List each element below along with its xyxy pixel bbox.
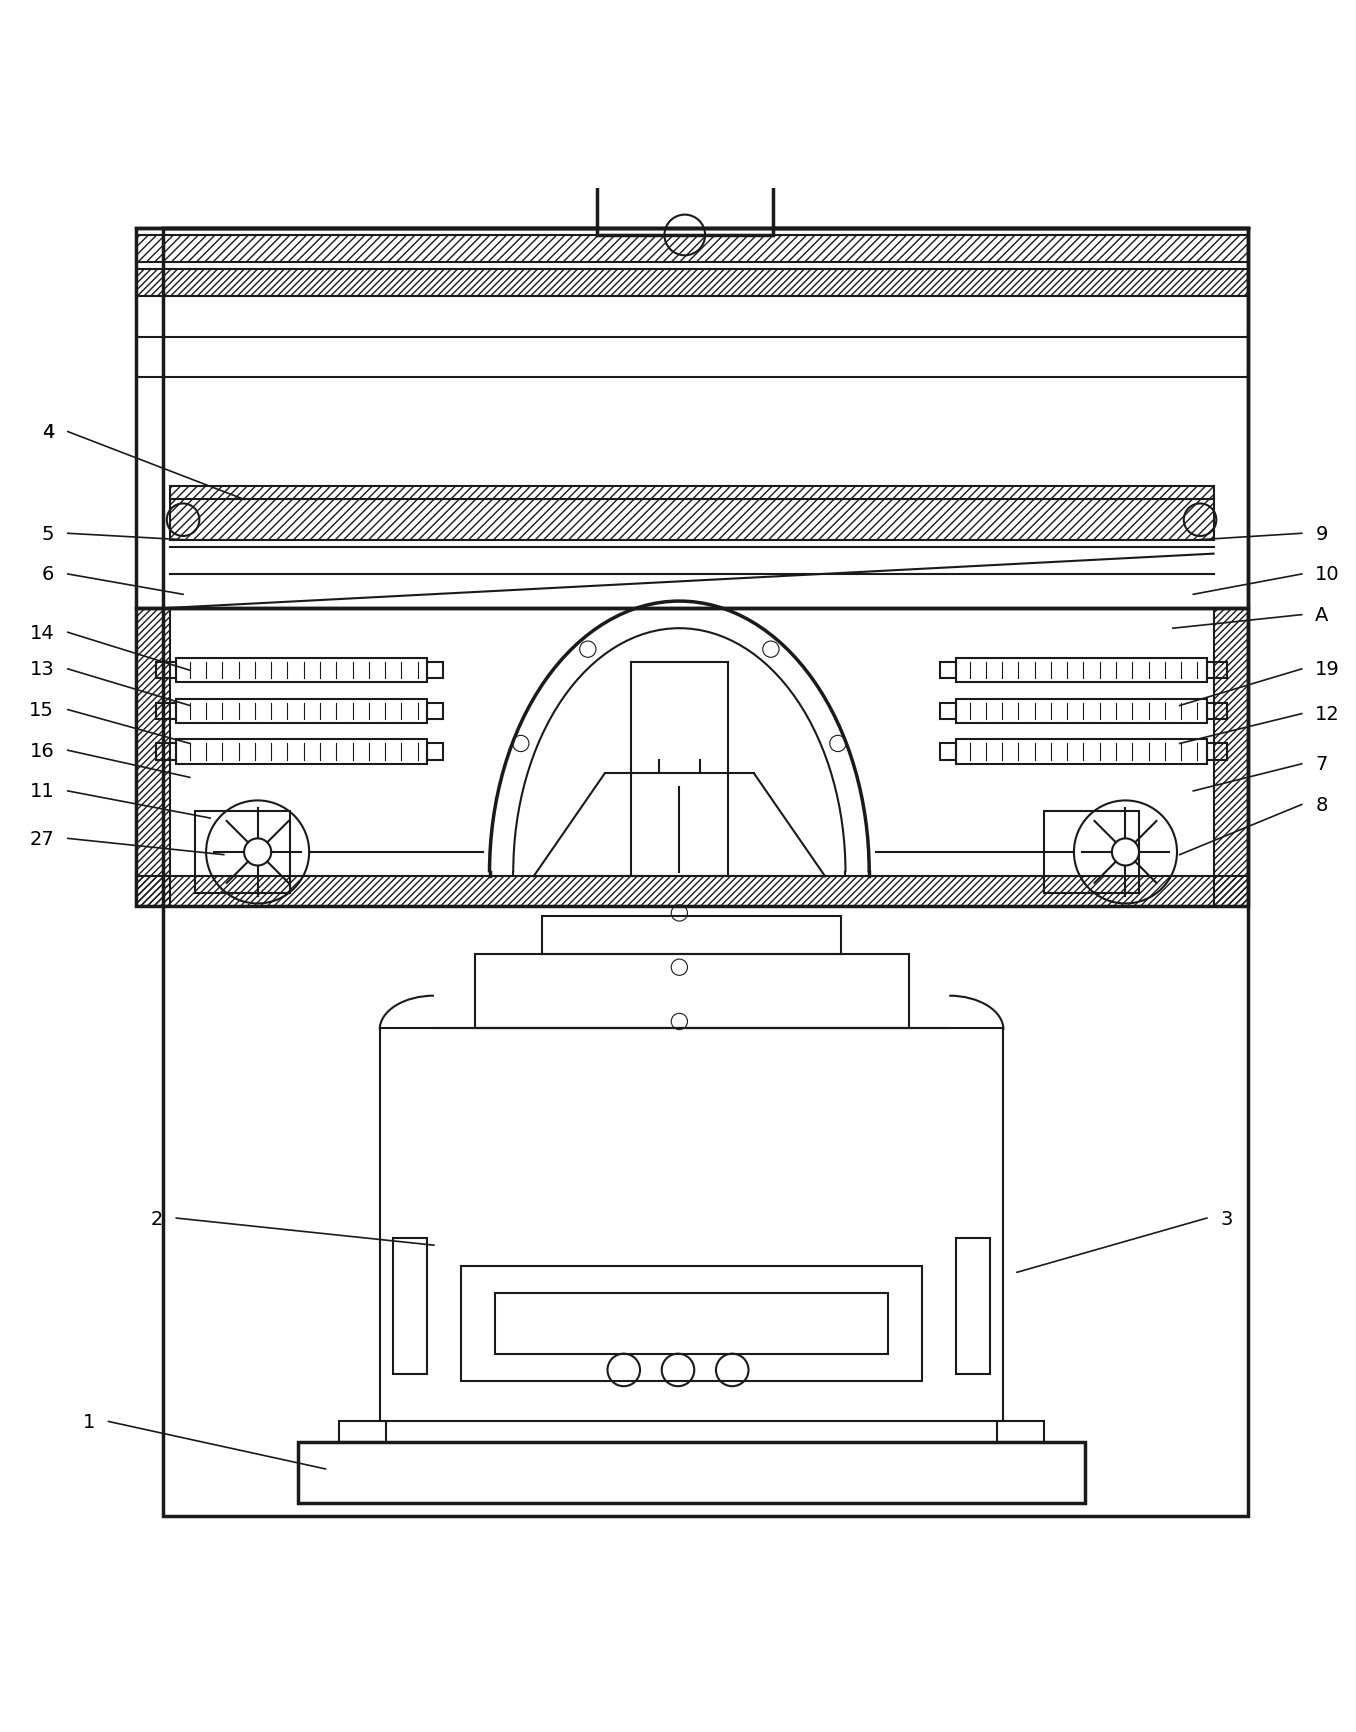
- Text: 1: 1: [83, 1412, 95, 1431]
- Text: 12: 12: [1315, 705, 1340, 724]
- Bar: [136, 229, 1248, 608]
- Bar: [1207, 703, 1227, 719]
- Text: 9: 9: [1315, 525, 1328, 544]
- Text: 8: 8: [1315, 795, 1328, 814]
- Bar: [1207, 745, 1227, 760]
- Text: 6: 6: [42, 565, 54, 584]
- Text: 15: 15: [30, 701, 54, 719]
- Bar: [590, 47, 780, 66]
- Bar: [427, 663, 443, 679]
- Bar: [136, 608, 170, 906]
- Bar: [393, 1238, 427, 1373]
- Text: 4: 4: [42, 423, 54, 442]
- Bar: [475, 954, 909, 1029]
- Bar: [170, 487, 1214, 540]
- Bar: [956, 700, 1207, 724]
- Bar: [176, 658, 427, 682]
- Bar: [427, 703, 443, 719]
- Text: 11: 11: [30, 781, 54, 800]
- Bar: [339, 1422, 386, 1443]
- Bar: [940, 703, 956, 719]
- Bar: [956, 740, 1207, 764]
- Bar: [956, 658, 1207, 682]
- Bar: [427, 745, 443, 760]
- Bar: [1044, 812, 1139, 894]
- Bar: [156, 745, 176, 760]
- Bar: [542, 916, 841, 954]
- Text: 2: 2: [151, 1209, 163, 1228]
- Text: 27: 27: [30, 830, 54, 849]
- Bar: [156, 703, 176, 719]
- Text: A: A: [1315, 606, 1329, 625]
- Text: 3: 3: [1220, 1209, 1233, 1228]
- Bar: [176, 740, 427, 764]
- Text: 14: 14: [30, 624, 54, 643]
- Bar: [495, 1292, 888, 1354]
- Bar: [163, 229, 1248, 1517]
- Bar: [380, 1029, 1003, 1422]
- Text: 13: 13: [30, 660, 54, 679]
- Bar: [156, 663, 176, 679]
- Bar: [597, 26, 773, 236]
- Bar: [1214, 608, 1248, 906]
- Bar: [136, 876, 1248, 906]
- Bar: [195, 812, 290, 894]
- Bar: [298, 1443, 1085, 1503]
- Bar: [940, 745, 956, 760]
- Text: 16: 16: [30, 741, 54, 760]
- Bar: [956, 1238, 990, 1373]
- Bar: [176, 700, 427, 724]
- Text: 7: 7: [1315, 755, 1328, 774]
- Bar: [136, 270, 1248, 296]
- Bar: [461, 1266, 922, 1380]
- Bar: [1207, 663, 1227, 679]
- Text: 5: 5: [42, 525, 54, 544]
- Bar: [940, 663, 956, 679]
- Text: 4: 4: [42, 423, 54, 442]
- Bar: [136, 236, 1248, 263]
- Text: 10: 10: [1315, 565, 1340, 584]
- Bar: [136, 608, 1248, 906]
- Bar: [997, 1422, 1044, 1443]
- Text: 19: 19: [1315, 660, 1340, 679]
